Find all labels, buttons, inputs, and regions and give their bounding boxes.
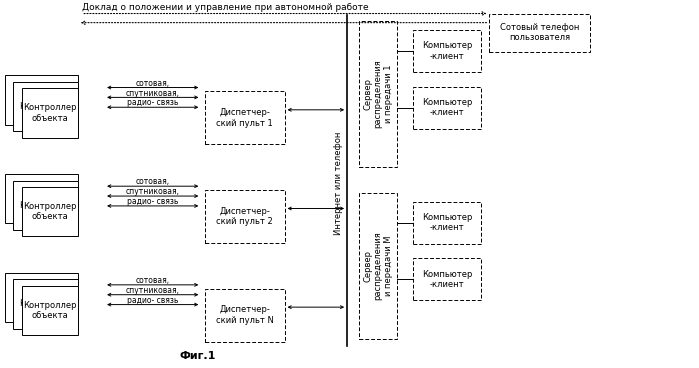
- Text: Сервер
распределения
и передачи М: Сервер распределения и передачи М: [363, 231, 393, 300]
- Text: Контроллер: Контроллер: [19, 299, 72, 308]
- Bar: [413, 30, 481, 72]
- Bar: [359, 21, 397, 167]
- Text: Контроллер
объекта: Контроллер объекта: [23, 103, 76, 123]
- Text: спутниковая,: спутниковая,: [126, 89, 180, 98]
- Bar: [5, 174, 78, 223]
- Text: Доклад о положении и управление при автономной работе: Доклад о положении и управление при авто…: [82, 3, 369, 12]
- Text: Сотовый телефон
пользователя: Сотовый телефон пользователя: [500, 23, 579, 42]
- Text: сотовая,: сотовая,: [136, 177, 170, 186]
- Text: радио- связь: радио- связь: [127, 98, 178, 107]
- Bar: [22, 187, 78, 236]
- Bar: [359, 192, 397, 339]
- Text: Контроллер
объекта: Контроллер объекта: [23, 301, 76, 320]
- Text: радио- связь: радио- связь: [127, 197, 178, 206]
- Bar: [413, 86, 481, 129]
- Text: сотовая,: сотовая,: [136, 276, 170, 285]
- Bar: [413, 202, 481, 244]
- Bar: [22, 88, 78, 138]
- Text: Контроллер: Контроллер: [15, 293, 68, 302]
- Text: Компьютер
-клиент: Компьютер -клиент: [421, 98, 473, 117]
- Text: Диспетчер-
ский пульт 2: Диспетчер- ский пульт 2: [216, 207, 273, 226]
- Bar: [489, 14, 590, 52]
- Text: Диспетчер-
ский пульт N: Диспетчер- ский пульт N: [216, 305, 273, 325]
- Text: Интернет или телефон: Интернет или телефон: [333, 132, 343, 235]
- Bar: [205, 91, 284, 144]
- Bar: [22, 286, 78, 335]
- Text: Компьютер
-клиент: Компьютер -клиент: [421, 213, 473, 233]
- Text: Диспетчер-
ский пульт 1: Диспетчер- ский пульт 1: [216, 108, 273, 128]
- Text: Компьютер
-клиент: Компьютер -клиент: [421, 41, 473, 61]
- Text: радио- связь: радио- связь: [127, 296, 178, 305]
- Text: спутниковая,: спутниковая,: [126, 187, 180, 196]
- Bar: [413, 258, 481, 300]
- Text: Фиг.1: Фиг.1: [180, 351, 216, 361]
- Bar: [205, 190, 284, 243]
- Bar: [13, 82, 78, 131]
- Text: Контроллер: Контроллер: [15, 95, 68, 105]
- Text: Контроллер: Контроллер: [19, 102, 72, 111]
- Text: Сервер
распределения
и передачи 1: Сервер распределения и передачи 1: [363, 60, 393, 128]
- Text: Контроллер: Контроллер: [19, 201, 72, 210]
- Bar: [5, 75, 78, 125]
- Text: Контроллер
объекта: Контроллер объекта: [23, 202, 76, 222]
- Text: Компьютер
-клиент: Компьютер -клиент: [421, 270, 473, 289]
- Bar: [5, 273, 78, 322]
- Text: сотовая,: сотовая,: [136, 79, 170, 88]
- Text: спутниковая,: спутниковая,: [126, 286, 180, 295]
- Bar: [13, 279, 78, 329]
- Bar: [205, 289, 284, 342]
- Bar: [13, 181, 78, 230]
- Text: Контроллер: Контроллер: [15, 194, 68, 203]
